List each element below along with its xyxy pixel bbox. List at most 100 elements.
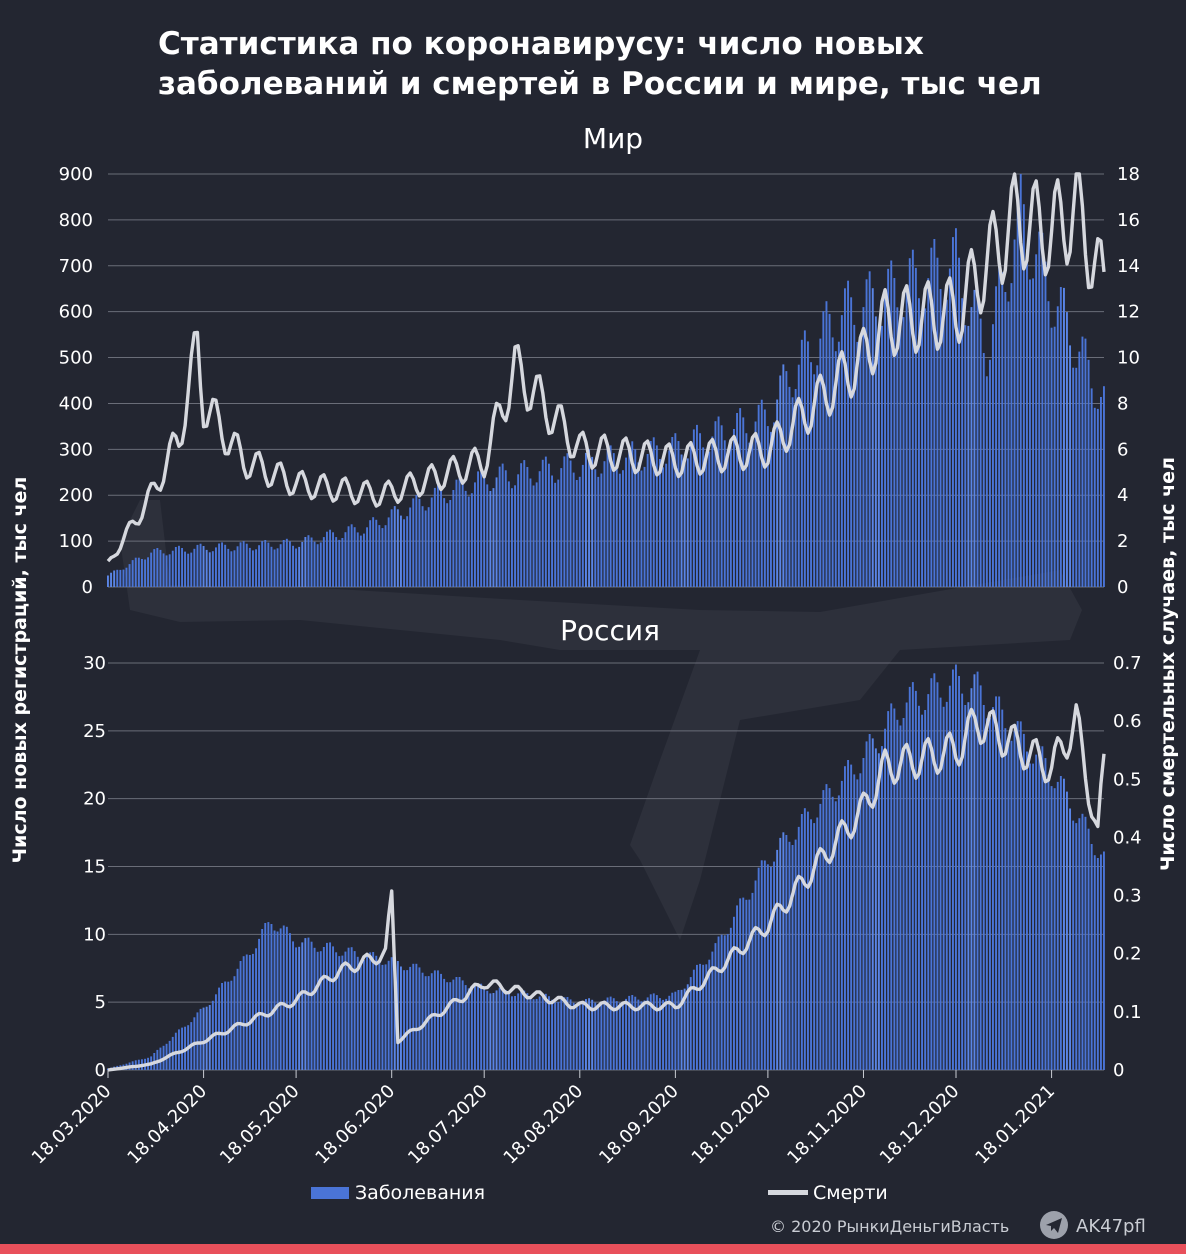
- cases-bar: [757, 867, 760, 1070]
- cases-bar: [625, 998, 628, 1070]
- cases-bar: [113, 570, 116, 587]
- cases-bar: [1078, 818, 1081, 1070]
- cases-bar: [470, 493, 473, 587]
- y-tick-right: 16: [1117, 210, 1140, 231]
- cases-bar: [427, 507, 430, 587]
- cases-bar: [726, 934, 729, 1070]
- cases-bar: [575, 1005, 578, 1070]
- cases-bar: [193, 548, 196, 587]
- cases-bar: [363, 960, 365, 1070]
- cases-bar: [1050, 786, 1053, 1070]
- cases-bar: [372, 517, 375, 587]
- cases-bar: [211, 551, 214, 587]
- cases-bar: [1090, 388, 1093, 587]
- cases-bar: [733, 429, 735, 587]
- cases-bar: [945, 701, 948, 1070]
- y-tick-right: 0: [1117, 577, 1128, 598]
- cases-bar: [847, 760, 850, 1070]
- cases-bar: [819, 338, 822, 587]
- cases-bar: [430, 973, 433, 1070]
- cases-bar: [125, 567, 128, 587]
- cases-bar: [196, 1012, 199, 1070]
- cases-bar: [810, 362, 813, 587]
- cases-bar: [199, 1008, 202, 1070]
- cases-bar: [896, 307, 899, 587]
- cases-bar: [828, 313, 831, 587]
- cases-bar: [569, 460, 572, 587]
- cases-bar: [359, 535, 362, 587]
- cases-bar: [316, 544, 319, 587]
- cases-bar: [489, 993, 492, 1070]
- cases-bar: [803, 808, 806, 1070]
- cases-bar: [622, 1001, 624, 1070]
- cases-bar: [908, 686, 911, 1070]
- cases-bar: [671, 437, 674, 587]
- panel-world: Мир 0 100 200 300 400 500 600 700 800 900 0 2 4 6 8 10 12…: [59, 122, 1140, 598]
- y-tick-right: 6: [1117, 439, 1128, 460]
- cases-bar: [770, 431, 772, 587]
- cases-bar: [1069, 345, 1072, 587]
- cases-bar: [449, 982, 452, 1070]
- cases-bar: [992, 324, 994, 587]
- cases-bar: [400, 515, 402, 587]
- cases-bar: [452, 979, 455, 1070]
- cases-bar: [671, 992, 674, 1070]
- cases-bar: [686, 458, 689, 587]
- cases-bar: [856, 341, 859, 587]
- cases-bar: [757, 404, 760, 587]
- cases-bar: [1035, 254, 1038, 588]
- cases-bar: [1100, 397, 1102, 587]
- cases-bar: [760, 399, 763, 587]
- cases-bar: [1103, 851, 1105, 1070]
- cases-bar: [976, 671, 979, 1070]
- cases-bar: [918, 298, 920, 587]
- cases-bar: [680, 989, 683, 1070]
- y-axis-left-title: Число новых регистраций, тыс чел: [9, 477, 31, 864]
- cases-bar: [1096, 858, 1099, 1070]
- cases-bars: [107, 664, 1105, 1070]
- cases-bar: [933, 239, 936, 587]
- cases-bar: [655, 445, 658, 587]
- cases-bar: [541, 459, 544, 587]
- cases-bar: [566, 453, 569, 587]
- cases-bar: [307, 535, 310, 587]
- cases-bar: [985, 376, 988, 587]
- cases-bar: [591, 999, 594, 1070]
- cases-bar: [554, 1002, 557, 1070]
- cases-bar: [736, 905, 739, 1070]
- cases-bar: [215, 547, 217, 587]
- cases-bar: [1010, 283, 1013, 587]
- cases-bar: [409, 507, 412, 587]
- legend-cases-swatch: [311, 1187, 349, 1199]
- cases-bar: [1084, 816, 1087, 1070]
- cases-bar: [495, 477, 498, 587]
- cases-bar: [874, 316, 877, 587]
- cases-bar: [316, 951, 319, 1070]
- cases-bar: [692, 969, 695, 1070]
- cases-bar: [415, 495, 418, 587]
- cases-bar: [813, 823, 816, 1070]
- cases-bar: [1013, 730, 1016, 1070]
- cases-bar: [705, 964, 708, 1070]
- cases-bar: [958, 257, 961, 587]
- legend: Заболевания Смерти: [311, 1182, 888, 1204]
- y-tick-right: 0.4: [1113, 827, 1142, 848]
- cases-bar: [276, 931, 279, 1070]
- cases-bar: [230, 980, 233, 1070]
- cases-bar: [507, 993, 510, 1070]
- cases-bar: [862, 307, 865, 587]
- cases-bar: [939, 697, 942, 1070]
- cases-bar: [147, 557, 150, 587]
- cases-bar: [1026, 249, 1028, 587]
- cases-bar: [853, 774, 856, 1070]
- cases-bar: [1050, 327, 1053, 587]
- cases-bar: [289, 541, 291, 587]
- cases-bar: [696, 424, 698, 587]
- cases-bar: [899, 325, 902, 587]
- cases-bar: [748, 442, 751, 587]
- cases-bar: [415, 963, 418, 1070]
- cases-bar: [581, 464, 584, 587]
- x-tick-label: 18.07.2020: [404, 1081, 492, 1169]
- cases-bar: [825, 301, 828, 587]
